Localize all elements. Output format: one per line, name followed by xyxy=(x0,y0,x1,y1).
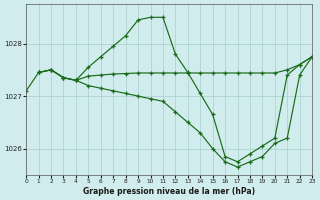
X-axis label: Graphe pression niveau de la mer (hPa): Graphe pression niveau de la mer (hPa) xyxy=(83,187,255,196)
